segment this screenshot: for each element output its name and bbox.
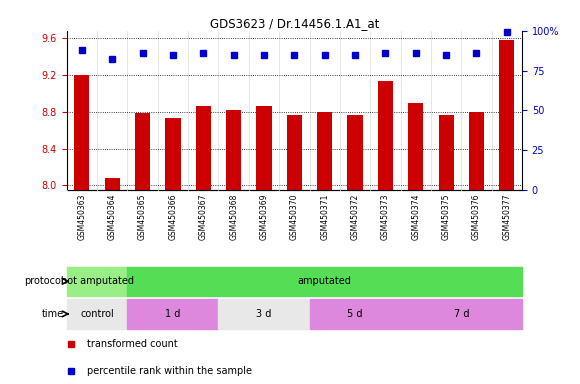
Text: GSM450364: GSM450364 [108, 194, 117, 240]
Bar [128, 299, 219, 329]
Bar [67, 266, 128, 296]
Bar [165, 118, 180, 190]
Bar [219, 299, 310, 329]
Text: GSM450374: GSM450374 [411, 194, 420, 240]
Text: GSM450377: GSM450377 [502, 194, 512, 240]
Text: GSM450365: GSM450365 [138, 194, 147, 240]
Bar [74, 75, 89, 190]
Bar [226, 110, 241, 190]
Text: GSM450363: GSM450363 [77, 194, 86, 240]
Text: percentile rank within the sample: percentile rank within the sample [87, 366, 252, 376]
Bar [195, 106, 211, 190]
Title: GDS3623 / Dr.14456.1.A1_at: GDS3623 / Dr.14456.1.A1_at [209, 17, 379, 30]
Bar [256, 106, 271, 190]
Bar [135, 113, 150, 190]
Text: GSM450373: GSM450373 [381, 194, 390, 240]
Bar [347, 116, 362, 190]
Text: time: time [42, 309, 64, 319]
Text: amputated: amputated [298, 276, 351, 286]
Text: GSM450372: GSM450372 [350, 194, 360, 240]
Text: transformed count: transformed count [87, 339, 178, 349]
Text: GSM450375: GSM450375 [441, 194, 451, 240]
Bar [317, 112, 332, 190]
Bar [499, 40, 514, 190]
Bar [401, 299, 522, 329]
Text: protocol: protocol [24, 276, 64, 286]
Bar [128, 266, 522, 296]
Bar [310, 299, 401, 329]
Text: 3 d: 3 d [256, 309, 271, 319]
Text: GSM450376: GSM450376 [472, 194, 481, 240]
Bar [67, 299, 128, 329]
Bar [469, 112, 484, 190]
Text: control: control [80, 309, 114, 319]
Bar [287, 114, 302, 190]
Bar [378, 81, 393, 190]
Text: GSM450370: GSM450370 [290, 194, 299, 240]
Text: GSM450367: GSM450367 [199, 194, 208, 240]
Text: not amputated: not amputated [60, 276, 133, 286]
Bar [104, 178, 120, 190]
Bar [438, 116, 454, 190]
Text: GSM450366: GSM450366 [168, 194, 177, 240]
Text: GSM450371: GSM450371 [320, 194, 329, 240]
Text: 1 d: 1 d [165, 309, 180, 319]
Text: GSM450368: GSM450368 [229, 194, 238, 240]
Text: 5 d: 5 d [347, 309, 363, 319]
Bar [408, 103, 423, 190]
Text: GSM450369: GSM450369 [259, 194, 269, 240]
Text: 7 d: 7 d [454, 309, 469, 319]
